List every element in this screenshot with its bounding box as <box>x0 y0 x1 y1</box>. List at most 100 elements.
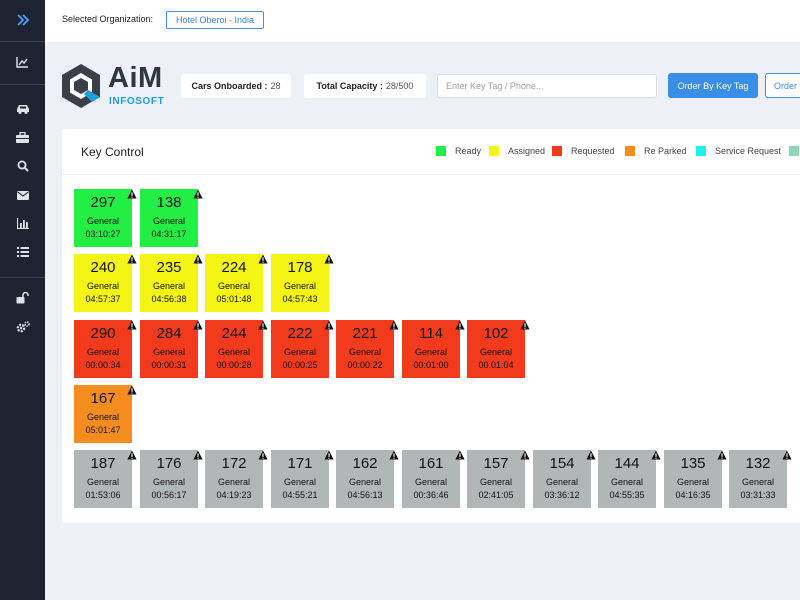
car-icon[interactable] <box>0 96 45 122</box>
key-tag-number: 172 <box>221 455 247 472</box>
briefcase-icon[interactable] <box>0 124 45 150</box>
elapsed-time: 00:01:00 <box>413 360 449 370</box>
key-tag-number: 176 <box>156 455 182 472</box>
key-tile[interactable]: 221 General 00:00:22 <box>336 320 399 378</box>
legend-swatch <box>436 146 446 156</box>
legend-item: Requested <box>552 146 615 156</box>
sidebar-divider <box>0 277 45 278</box>
elapsed-time: 05:01:48 <box>216 294 252 304</box>
key-tag-number: 154 <box>549 455 575 472</box>
key-tag-number: 132 <box>745 455 771 472</box>
warning-icon <box>193 186 203 199</box>
warning-icon <box>324 317 334 330</box>
key-tile[interactable]: 167 General 05:01:47 <box>74 385 137 443</box>
elapsed-time: 03:31:33 <box>740 490 776 500</box>
warning-icon <box>455 447 465 460</box>
key-type: General <box>479 347 513 357</box>
key-tag-number: 244 <box>221 325 247 342</box>
key-tag-number: 221 <box>352 325 378 342</box>
key-type: General <box>152 477 186 487</box>
key-type: General <box>152 281 186 291</box>
elapsed-time: 05:01:47 <box>85 425 121 435</box>
org-label: Selected Organization: <box>62 14 154 24</box>
key-tag-number: 102 <box>483 325 509 342</box>
key-tile[interactable]: 178 General 04:57:43 <box>271 254 334 312</box>
sidebar-divider <box>0 84 45 85</box>
key-tile[interactable]: 114 General 00:01:00 <box>402 320 465 378</box>
key-tile[interactable]: 222 General 00:00:25 <box>271 320 334 378</box>
legend-label: Ready <box>455 146 482 156</box>
cars-onboarded-value: 28 <box>270 81 281 91</box>
logo-subtext: INFOSOFT <box>109 96 165 107</box>
elapsed-time: 00:36:46 <box>413 490 449 500</box>
legend-item: Service Request <box>696 146 781 156</box>
logo-icon <box>62 64 100 113</box>
key-tile[interactable]: 290 General 00:00:34 <box>74 320 137 378</box>
legend-label: Service Request <box>715 146 782 156</box>
key-tile[interactable]: 284 General 00:00:31 <box>140 320 203 378</box>
gears-icon[interactable] <box>0 314 45 340</box>
warning-icon <box>324 251 334 264</box>
bar-chart-icon[interactable] <box>0 210 45 236</box>
key-tile[interactable]: 297 General 03:10:27 <box>74 189 137 247</box>
key-tile[interactable]: 171 General 04:55:21 <box>271 450 334 508</box>
key-type: General <box>86 216 120 226</box>
unlock-icon[interactable] <box>0 285 45 311</box>
search-icon[interactable] <box>0 153 45 179</box>
key-tile[interactable]: 154 General 03:36:12 <box>533 450 596 508</box>
elapsed-time: 00:00:28 <box>216 360 252 370</box>
legend-item <box>789 146 800 156</box>
warning-icon <box>651 447 661 460</box>
key-tag-number: 144 <box>614 455 640 472</box>
key-tile[interactable]: 240 General 04:57:37 <box>74 254 137 312</box>
warning-icon <box>324 447 334 460</box>
key-type: General <box>414 477 448 487</box>
elapsed-time: 04:55:21 <box>282 490 318 500</box>
elapsed-time: 02:41:05 <box>478 490 514 500</box>
key-tile[interactable]: 135 General 04:16:35 <box>664 450 727 508</box>
key-tile[interactable]: 162 General 04:56:13 <box>336 450 399 508</box>
key-tag-number: 162 <box>352 455 378 472</box>
sidebar <box>0 0 45 600</box>
key-tile[interactable]: 102 General 00:01:04 <box>467 320 530 378</box>
key-tile[interactable]: 144 General 04:55:35 <box>598 450 661 508</box>
warning-icon <box>520 317 530 330</box>
elapsed-time: 00:56:17 <box>151 490 187 500</box>
key-tile[interactable]: 235 General 04:56:38 <box>140 254 203 312</box>
key-tag-number: 157 <box>483 455 509 472</box>
key-type: General <box>86 477 120 487</box>
expand-icon[interactable] <box>0 7 45 33</box>
key-tag-number: 222 <box>287 325 313 342</box>
elapsed-time: 04:19:23 <box>216 490 252 500</box>
key-tile[interactable]: 244 General 00:00:28 <box>205 320 268 378</box>
cars-onboarded-label: Cars Onboarded : <box>191 81 268 91</box>
order-secondary-button[interactable]: Order <box>765 73 800 98</box>
chart-icon[interactable] <box>0 49 45 75</box>
key-tile[interactable]: 176 General 00:56:17 <box>140 450 203 508</box>
warning-icon <box>389 447 399 460</box>
elapsed-time: 04:56:13 <box>347 490 383 500</box>
key-tile[interactable]: 157 General 02:41:05 <box>467 450 530 508</box>
mail-icon[interactable] <box>0 182 45 208</box>
key-type: General <box>414 347 448 357</box>
elapsed-time: 04:56:38 <box>151 294 187 304</box>
logo-text: AiM <box>108 62 163 94</box>
key-tile[interactable]: 161 General 00:36:46 <box>402 450 465 508</box>
key-type: General <box>152 347 186 357</box>
key-tile[interactable]: 138 General 04:31:17 <box>140 189 203 247</box>
list-icon[interactable] <box>0 239 45 265</box>
legend-label: Assigned <box>508 146 546 156</box>
legend-label: Re Parked <box>644 146 687 156</box>
order-by-key-tag-button[interactable]: Order By Key Tag <box>668 73 758 98</box>
key-tag-number: 138 <box>156 194 182 211</box>
key-tag-search-input[interactable] <box>437 74 657 98</box>
key-tile[interactable]: 132 General 03:31:33 <box>729 450 792 508</box>
legend-item: Re Parked <box>625 146 687 156</box>
key-tile[interactable]: 172 General 04:19:23 <box>205 450 268 508</box>
key-tile[interactable]: 187 General 01:53:06 <box>74 450 137 508</box>
key-tile[interactable]: 224 General 05:01:48 <box>205 254 268 312</box>
elapsed-time: 04:55:35 <box>609 490 645 500</box>
org-selector[interactable]: Hotel Oberoi - India <box>166 11 264 29</box>
key-tag-number: 235 <box>156 259 182 276</box>
key-type: General <box>676 477 710 487</box>
